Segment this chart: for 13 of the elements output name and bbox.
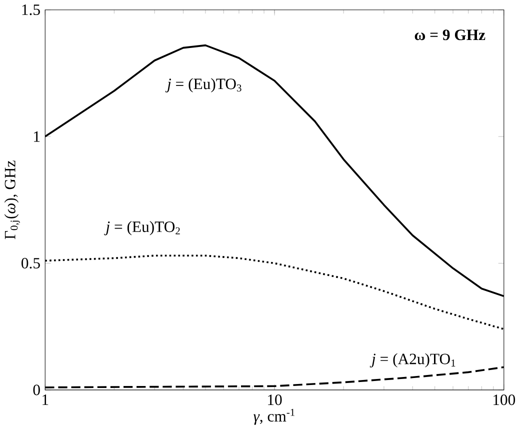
series-label: j = (Eu)TO$_{2}$ <box>104 220 180 236</box>
x-tick-label: 100 <box>494 394 516 405</box>
series-label: j = (A2u)TO$_{1}$ <box>370 353 456 368</box>
series-label: j = (Eu)TO$_{3}$ <box>165 78 242 92</box>
y-tick-label: 0 <box>33 384 40 395</box>
x-axis-title: γ, cm$^{-1}$ <box>254 408 294 425</box>
x-tick-label: 10 <box>268 394 282 405</box>
annotation: ω = 9 GHz <box>414 29 486 40</box>
y-tick-label: 0.5 <box>22 258 40 268</box>
y-tick-label: 1 <box>34 131 40 142</box>
x-tick-label: 1 <box>42 394 48 405</box>
y-axis-title: Γ$_{0,j}$(ω), GHz <box>4 160 20 239</box>
y-tick-label: 1.5 <box>22 4 40 15</box>
